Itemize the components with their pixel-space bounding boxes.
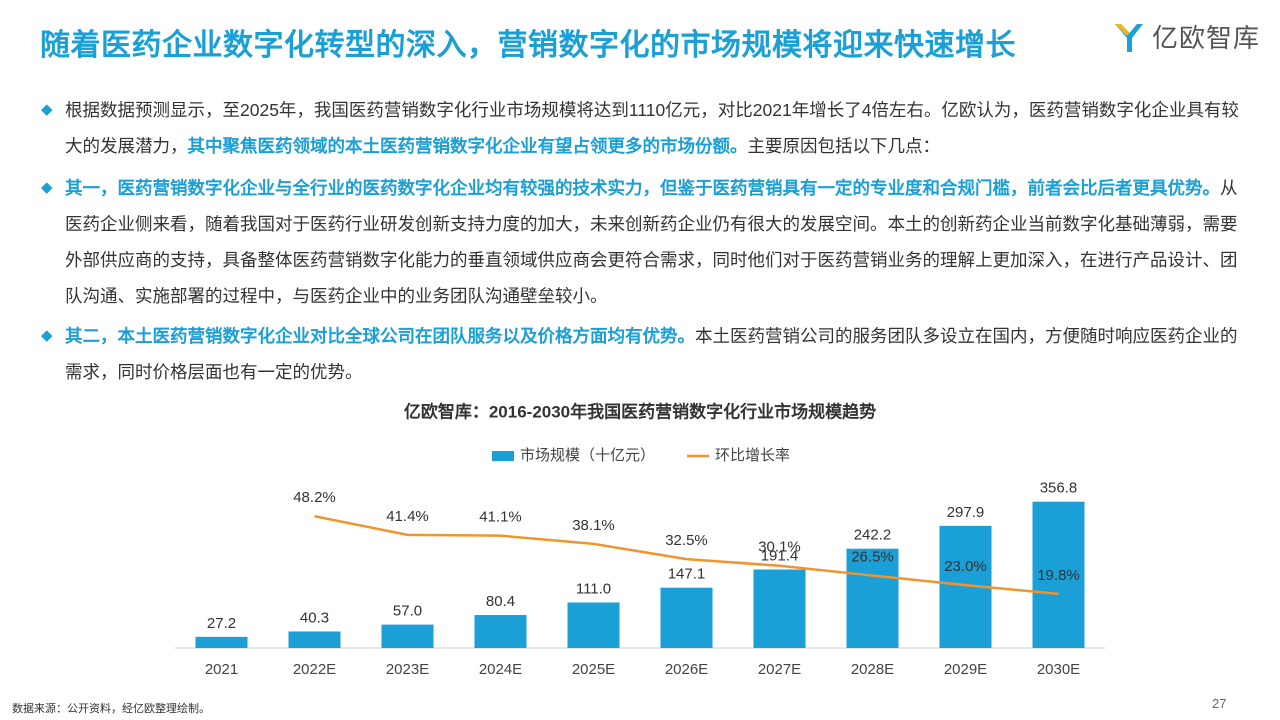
x-tick-label: 2026E: [665, 661, 708, 678]
x-tick-label: 2024E: [479, 661, 522, 678]
highlight: 其中聚焦医药领域的本土医药营销数字化企业有望占领更多的市场份额。: [187, 136, 748, 156]
logo-text: 亿欧智库: [1152, 23, 1261, 53]
data-label: 23.0%: [944, 558, 987, 575]
x-tick-label: 2025E: [572, 661, 615, 678]
legend-label: 环比增长率: [715, 447, 790, 464]
text: 从医药企业侧来看，随着我国对于医药行业研发创新支持力度的加大，未来创新药企业仍有…: [65, 178, 1238, 306]
data-label: 30.1%: [758, 539, 801, 556]
bar: [474, 615, 527, 648]
slide-title: 随着医药企业数字化转型的深入，营销数字化的市场规模将迎来快速增长: [40, 29, 1016, 62]
data-label: 48.2%: [293, 489, 336, 506]
x-tick-label: 2030E: [1037, 661, 1080, 678]
data-label: 297.9: [947, 504, 985, 521]
paragraph: ◆ 根据数据预测显示，至2025年，我国医药营销数字化行业市场规模将达到1110亿…: [41, 100, 1239, 156]
x-tick-label: 2027E: [758, 661, 801, 678]
highlight: 其一，医药营销数字化企业与全行业的医药数字化企业均有较强的技术实力，但鉴于医药营…: [65, 178, 1220, 198]
text: 根据数据预测显示，至2025年，我国医药营销数字化行业市场规模将达到1110亿元…: [65, 100, 1239, 156]
x-tick-label: 2028E: [851, 661, 894, 678]
data-label: 19.8%: [1037, 567, 1080, 584]
bar: [288, 631, 341, 648]
x-tick-label: 2022E: [293, 661, 336, 678]
data-label: 242.2: [854, 527, 892, 544]
bar: [195, 636, 248, 648]
x-tick-label: 2029E: [944, 661, 987, 678]
data-label: 57.0: [393, 603, 422, 620]
legend-swatch: [492, 451, 514, 461]
highlight: 其二，本土医药营销数字化企业对比全球公司在团队服务以及价格方面均有优势。: [65, 326, 695, 346]
data-label: 32.5%: [665, 532, 708, 549]
logo: 亿欧智库: [1112, 18, 1260, 55]
data-label: 26.5%: [851, 549, 894, 566]
data-label: 27.2: [207, 615, 236, 632]
bar: [846, 548, 899, 648]
x-tick-label: 2021: [205, 661, 238, 678]
data-label: 191.4: [761, 547, 799, 564]
source: 数据来源：公开资料，经亿欧整理绘制。: [12, 703, 210, 715]
data-label: 80.4: [486, 593, 515, 610]
data-label: 41.1%: [479, 509, 522, 526]
chart-title: 亿欧智库：2016-2030年我国医药营销数字化行业市场规模趋势: [404, 401, 876, 421]
line: [314, 515, 1059, 596]
logo-icon: [1115, 23, 1143, 52]
text: 本土医药营销公司的服务团队多设立在国内，方便随时响应医药企业的需求，同时价格层面…: [65, 326, 1238, 382]
bar: [1032, 501, 1085, 648]
data-label: 147.1: [668, 566, 706, 583]
legend-label: 市场规模（十亿元）: [520, 447, 655, 464]
bar: [660, 587, 713, 648]
data-label: 40.3: [300, 609, 329, 626]
bar: [753, 569, 806, 648]
data-label: 356.8: [1040, 480, 1078, 497]
text: 主要原因包括以下几点：: [747, 136, 941, 156]
page-number: 27: [1212, 696, 1227, 711]
data-label: 41.4%: [386, 508, 429, 525]
x-tick-label: 2023E: [386, 661, 429, 678]
bar: [381, 624, 434, 648]
paragraph: ◆ 其二，本土医药营销数字化企业对比全球公司在团队服务以及价格方面均有优势。本土医…: [41, 326, 1238, 382]
data-label: 111.0: [576, 580, 611, 597]
data-label: 38.1%: [572, 517, 615, 534]
bar: [567, 602, 620, 648]
paragraph: ◆ 其一，医药营销数字化企业与全行业的医药数字化企业均有较强的技术实力，但鉴于医药…: [41, 178, 1238, 306]
